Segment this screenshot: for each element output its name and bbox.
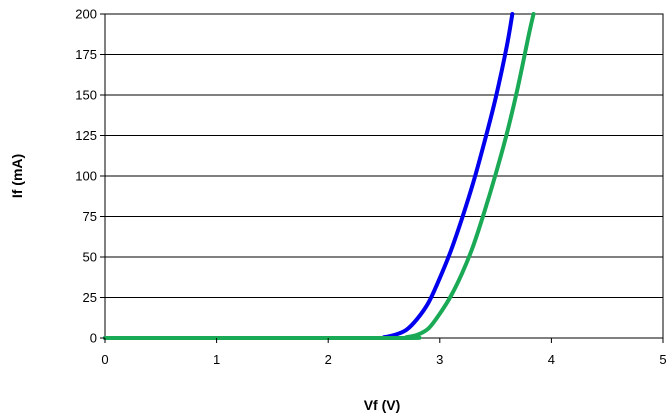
series-layer — [103, 12, 536, 341]
y-tick-label: 75 — [83, 209, 97, 224]
x-tick-label: 3 — [436, 352, 443, 367]
y-tick-label: 150 — [75, 88, 97, 103]
x-tick-label: 1 — [213, 352, 220, 367]
y-tick-label: 0 — [90, 331, 97, 346]
y-tick-label: 100 — [75, 169, 97, 184]
y-tick-label: 200 — [75, 7, 97, 22]
y-tick-label: 50 — [83, 250, 97, 265]
y-axis-ticks: 0 25 50 75 100 125 150 175 200 — [75, 7, 105, 346]
y-tick-label: 175 — [75, 47, 97, 62]
y-tick-label: 125 — [75, 128, 97, 143]
x-tick-label: 2 — [325, 352, 332, 367]
x-tick-label: 5 — [659, 352, 666, 367]
series-line-2 — [103, 12, 536, 341]
y-tick-label: 25 — [83, 290, 97, 305]
x-tick-label: 0 — [101, 352, 108, 367]
x-tick-label: 4 — [548, 352, 555, 367]
y-axis-title: If (mA) — [9, 154, 25, 198]
x-axis-title: Vf (V) — [364, 397, 401, 413]
grid-lines — [105, 13, 663, 298]
x-axis-ticks: 0 1 2 3 4 5 — [101, 338, 667, 367]
